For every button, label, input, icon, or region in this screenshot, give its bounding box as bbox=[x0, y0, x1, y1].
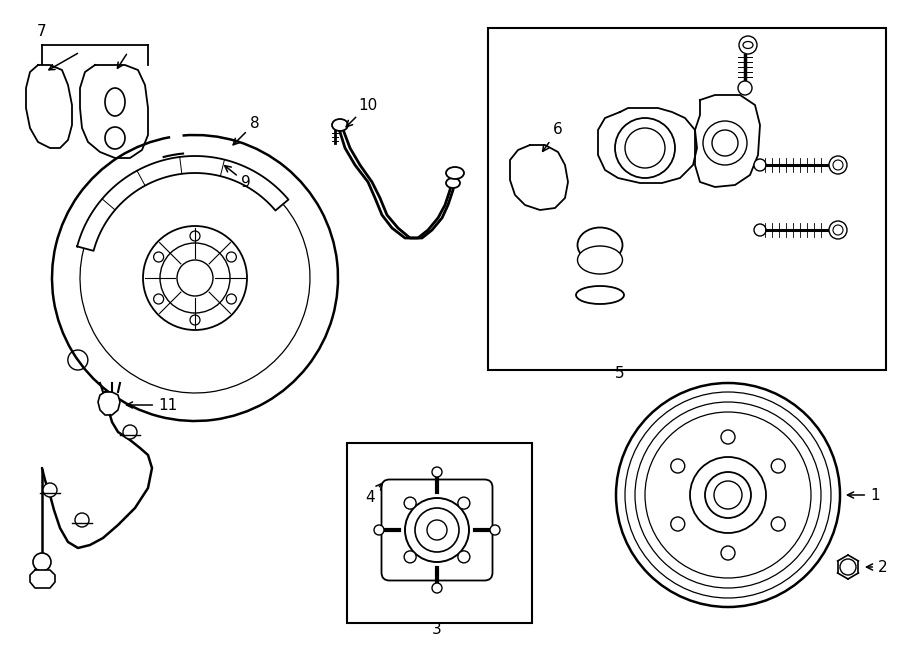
Circle shape bbox=[458, 551, 470, 563]
Polygon shape bbox=[26, 65, 72, 148]
Circle shape bbox=[615, 118, 675, 178]
Polygon shape bbox=[598, 108, 697, 183]
Text: 8: 8 bbox=[233, 116, 260, 145]
Circle shape bbox=[123, 425, 137, 439]
Text: 5: 5 bbox=[616, 366, 625, 381]
Circle shape bbox=[625, 128, 665, 168]
Circle shape bbox=[490, 525, 500, 535]
Text: 4: 4 bbox=[365, 483, 382, 506]
Text: 3: 3 bbox=[432, 623, 442, 637]
Circle shape bbox=[754, 224, 766, 236]
Polygon shape bbox=[98, 392, 120, 415]
Circle shape bbox=[432, 467, 442, 477]
Circle shape bbox=[33, 553, 51, 571]
Ellipse shape bbox=[578, 227, 623, 262]
Ellipse shape bbox=[105, 127, 125, 149]
Circle shape bbox=[754, 159, 766, 171]
Circle shape bbox=[833, 225, 843, 235]
Circle shape bbox=[427, 520, 447, 540]
Ellipse shape bbox=[578, 246, 623, 274]
Ellipse shape bbox=[576, 286, 624, 304]
Circle shape bbox=[75, 513, 89, 527]
Ellipse shape bbox=[105, 88, 125, 116]
Ellipse shape bbox=[332, 119, 348, 131]
Circle shape bbox=[703, 121, 747, 165]
Text: 11: 11 bbox=[127, 397, 177, 412]
Circle shape bbox=[43, 483, 57, 497]
Ellipse shape bbox=[446, 167, 464, 179]
Text: 7: 7 bbox=[37, 24, 47, 40]
Text: 9: 9 bbox=[225, 166, 251, 190]
Ellipse shape bbox=[743, 42, 753, 48]
Circle shape bbox=[739, 36, 757, 54]
Polygon shape bbox=[80, 65, 148, 158]
Text: 10: 10 bbox=[346, 98, 378, 127]
Circle shape bbox=[833, 160, 843, 170]
Circle shape bbox=[405, 498, 469, 562]
Bar bbox=[488, 28, 886, 370]
Polygon shape bbox=[30, 570, 55, 588]
Ellipse shape bbox=[446, 178, 460, 188]
Circle shape bbox=[415, 508, 459, 552]
Circle shape bbox=[829, 221, 847, 239]
Polygon shape bbox=[695, 95, 760, 187]
Text: 6: 6 bbox=[543, 122, 562, 151]
Circle shape bbox=[404, 551, 416, 563]
Circle shape bbox=[432, 583, 442, 593]
Circle shape bbox=[458, 497, 470, 509]
Polygon shape bbox=[77, 156, 289, 251]
Circle shape bbox=[829, 156, 847, 174]
Circle shape bbox=[712, 130, 738, 156]
Text: 1: 1 bbox=[848, 488, 879, 502]
FancyBboxPatch shape bbox=[382, 479, 492, 580]
Circle shape bbox=[374, 525, 384, 535]
Circle shape bbox=[404, 497, 416, 509]
Circle shape bbox=[738, 81, 752, 95]
Bar bbox=[347, 443, 532, 623]
Polygon shape bbox=[510, 145, 568, 210]
Text: 2: 2 bbox=[867, 559, 887, 574]
